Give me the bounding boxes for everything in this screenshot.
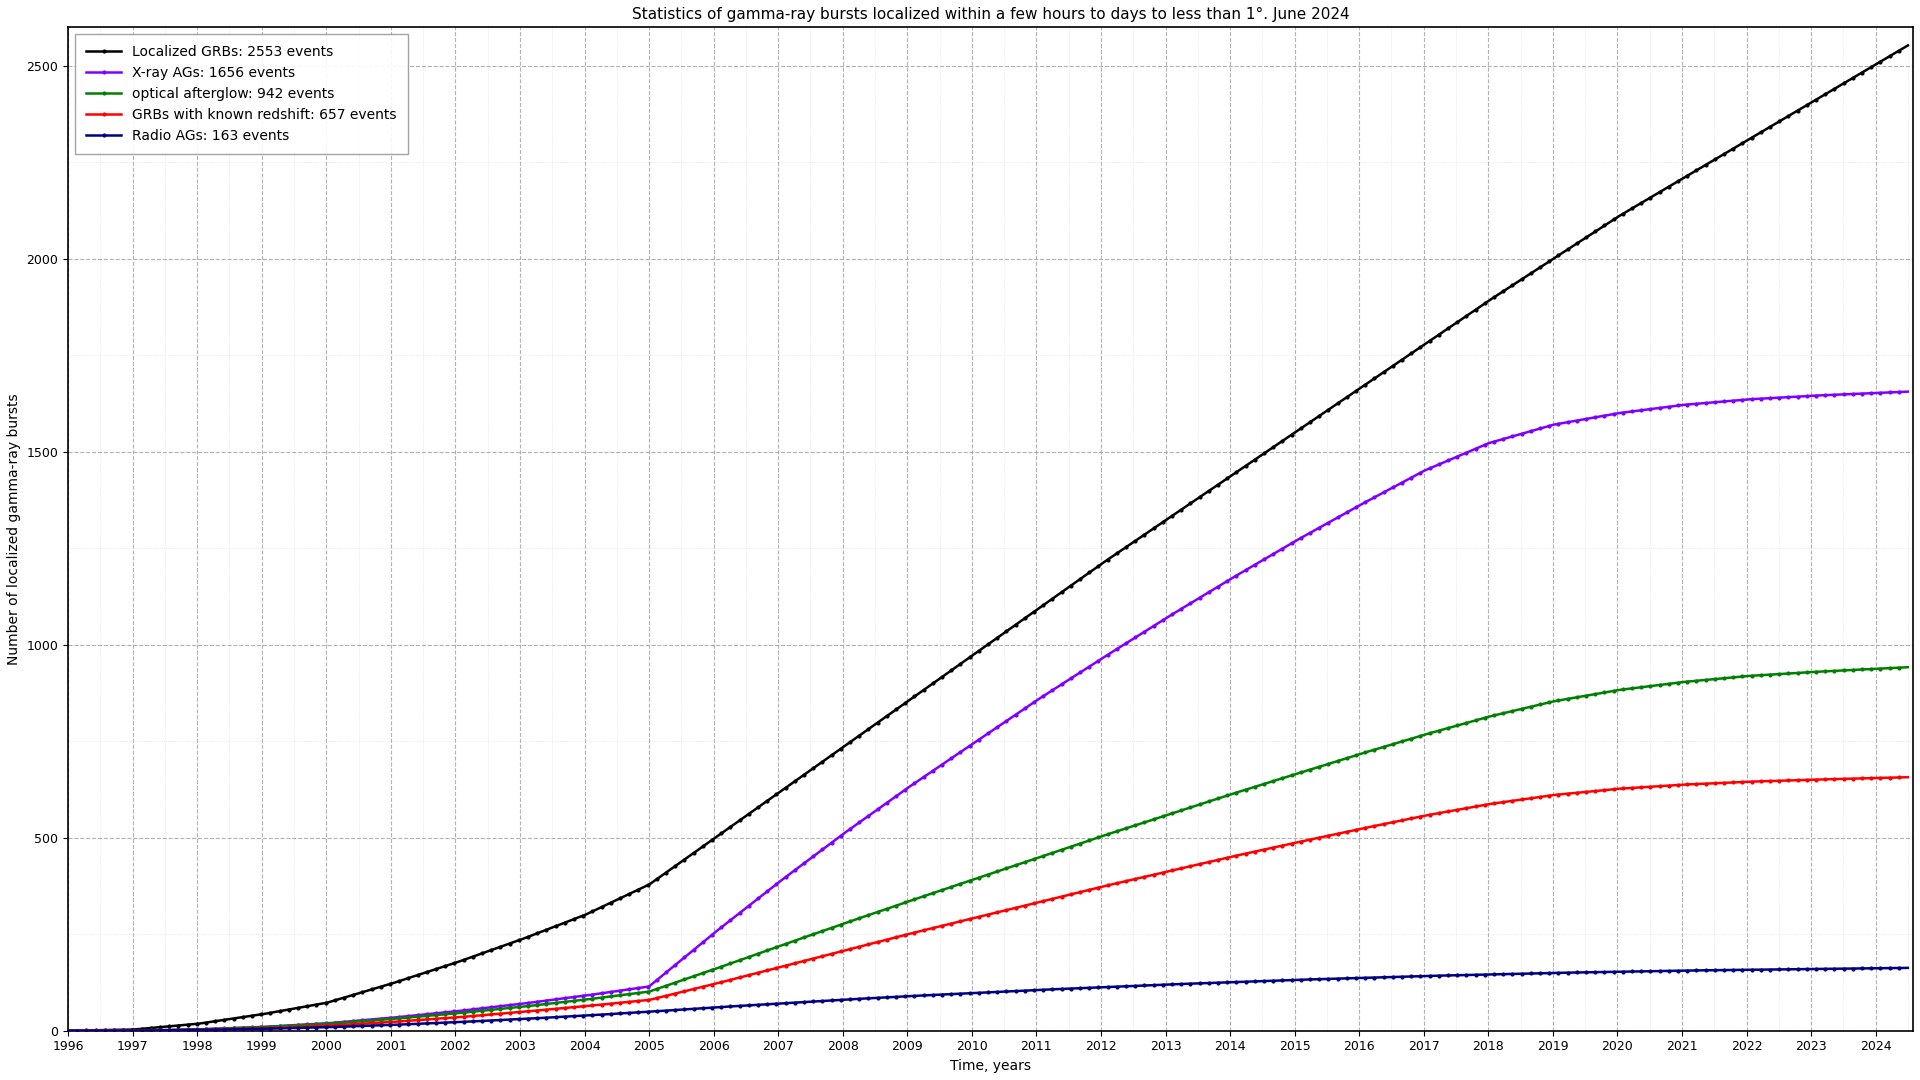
Localized GRBs: 2553 events: (2.01e+03, 964): 2553 events: (2.01e+03, 964): [956, 652, 979, 665]
GRBs with known redshift: 657 events: (2e+03, 1.52): 657 events: (2e+03, 1.52): [167, 1024, 190, 1037]
X-axis label: Time, years: Time, years: [950, 1059, 1031, 1074]
Line: GRBs with known redshift: 657 events: GRBs with known redshift: 657 events: [67, 775, 1908, 1032]
GRBs with known redshift: 657 events: (2e+03, 0): 657 events: (2e+03, 0): [56, 1024, 79, 1037]
optical afterglow: 942 events: (2e+03, 2.21): 942 events: (2e+03, 2.21): [167, 1024, 190, 1037]
Radio AGs: 163 events: (2e+03, 1.42): 163 events: (2e+03, 1.42): [167, 1024, 190, 1037]
Localized GRBs: 2553 events: (2e+03, 0): 2553 events: (2e+03, 0): [56, 1024, 79, 1037]
X-ray AGs: 1656 events: (2e+03, 43.3): 1656 events: (2e+03, 43.3): [417, 1008, 440, 1021]
X-ray AGs: 1656 events: (2e+03, 2.53): 1656 events: (2e+03, 2.53): [167, 1024, 190, 1037]
GRBs with known redshift: 657 events: (2.02e+03, 650): 657 events: (2.02e+03, 650): [1799, 773, 1822, 786]
X-ray AGs: 1656 events: (2.01e+03, 734): 1656 events: (2.01e+03, 734): [956, 741, 979, 754]
Line: X-ray AGs: 1656 events: X-ray AGs: 1656 events: [67, 390, 1908, 1032]
Localized GRBs: 2553 events: (2e+03, 0.38): 2553 events: (2e+03, 0.38): [65, 1024, 88, 1037]
optical afterglow: 942 events: (2.02e+03, 929): 942 events: (2.02e+03, 929): [1799, 665, 1822, 678]
Line: optical afterglow: 942 events: optical afterglow: 942 events: [67, 665, 1908, 1032]
Localized GRBs: 2553 events: (2.02e+03, 2.4e+03): 2553 events: (2.02e+03, 2.4e+03): [1799, 96, 1822, 109]
X-ray AGs: 1656 events: (2e+03, 0): 1656 events: (2e+03, 0): [65, 1024, 88, 1037]
GRBs with known redshift: 657 events: (2e+03, 0.393): 657 events: (2e+03, 0.393): [132, 1024, 156, 1037]
optical afterglow: 942 events: (2.02e+03, 942): 942 events: (2.02e+03, 942): [1897, 661, 1920, 674]
GRBs with known redshift: 657 events: (2.01e+03, 288): 657 events: (2.01e+03, 288): [956, 913, 979, 926]
optical afterglow: 942 events: (2e+03, 0.572): 942 events: (2e+03, 0.572): [132, 1024, 156, 1037]
Line: Localized GRBs: 2553 events: Localized GRBs: 2553 events: [67, 44, 1908, 1032]
Line: Radio AGs: 163 events: Radio AGs: 163 events: [67, 967, 1908, 1032]
Localized GRBs: 2553 events: (2e+03, 154): 2553 events: (2e+03, 154): [417, 966, 440, 978]
Radio AGs: 163 events: (2e+03, 0.367): 163 events: (2e+03, 0.367): [132, 1024, 156, 1037]
Y-axis label: Number of localized gamma-ray bursts: Number of localized gamma-ray bursts: [8, 393, 21, 665]
X-ray AGs: 1656 events: (2e+03, 0): 1656 events: (2e+03, 0): [56, 1024, 79, 1037]
Radio AGs: 163 events: (2e+03, 0): 163 events: (2e+03, 0): [56, 1024, 79, 1037]
GRBs with known redshift: 657 events: (2e+03, 29.6): 657 events: (2e+03, 29.6): [417, 1013, 440, 1026]
optical afterglow: 942 events: (2e+03, 0): 942 events: (2e+03, 0): [65, 1024, 88, 1037]
Radio AGs: 163 events: (2.02e+03, 163): 163 events: (2.02e+03, 163): [1897, 961, 1920, 974]
X-ray AGs: 1656 events: (2.02e+03, 1.66e+03): 1656 events: (2.02e+03, 1.66e+03): [1897, 386, 1920, 399]
optical afterglow: 942 events: (2e+03, 38.9): 942 events: (2e+03, 38.9): [417, 1010, 440, 1023]
X-ray AGs: 1656 events: (2.02e+03, 1.65e+03): 1656 events: (2.02e+03, 1.65e+03): [1799, 390, 1822, 403]
Radio AGs: 163 events: (2e+03, 19.2): 163 events: (2e+03, 19.2): [417, 1017, 440, 1030]
Legend: Localized GRBs: 2553 events, X-ray AGs: 1656 events, optical afterglow: 942 even: Localized GRBs: 2553 events, X-ray AGs: …: [75, 35, 407, 154]
Radio AGs: 163 events: (2.01e+03, 97.1): 163 events: (2.01e+03, 97.1): [956, 987, 979, 1000]
Radio AGs: 163 events: (2e+03, 0): 163 events: (2e+03, 0): [65, 1024, 88, 1037]
Title: Statistics of gamma-ray bursts localized within a few hours to days to less than: Statistics of gamma-ray bursts localized…: [632, 6, 1350, 22]
Localized GRBs: 2553 events: (2e+03, 5.66): 2553 events: (2e+03, 5.66): [132, 1022, 156, 1035]
GRBs with known redshift: 657 events: (2e+03, 0): 657 events: (2e+03, 0): [65, 1024, 88, 1037]
optical afterglow: 942 events: (2e+03, 0): 942 events: (2e+03, 0): [56, 1024, 79, 1037]
Radio AGs: 163 events: (2.02e+03, 160): 163 events: (2.02e+03, 160): [1799, 962, 1822, 975]
Localized GRBs: 2553 events: (2.02e+03, 2.55e+03): 2553 events: (2.02e+03, 2.55e+03): [1897, 39, 1920, 52]
optical afterglow: 942 events: (2.01e+03, 387): 942 events: (2.01e+03, 387): [956, 875, 979, 888]
X-ray AGs: 1656 events: (2e+03, 0.654): 1656 events: (2e+03, 0.654): [132, 1024, 156, 1037]
GRBs with known redshift: 657 events: (2.02e+03, 657): 657 events: (2.02e+03, 657): [1897, 771, 1920, 784]
Localized GRBs: 2553 events: (2e+03, 13.4): 2553 events: (2e+03, 13.4): [167, 1020, 190, 1032]
